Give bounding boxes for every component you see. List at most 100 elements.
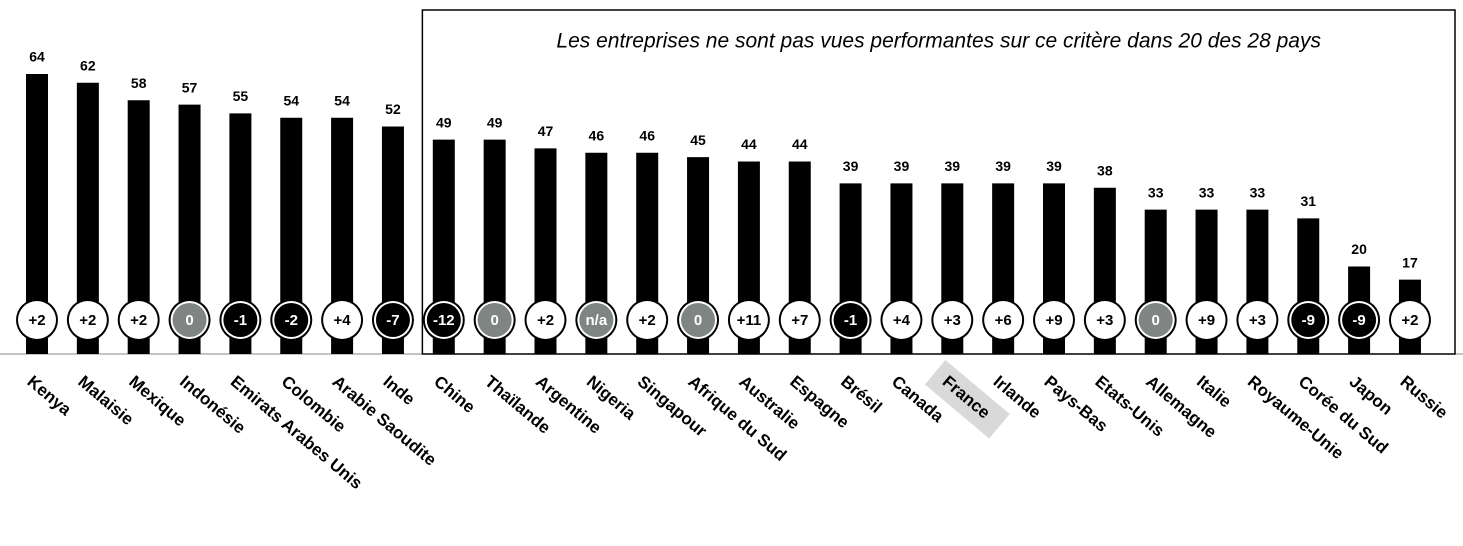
change-label: +4 bbox=[334, 312, 352, 329]
change-circle-fill bbox=[172, 303, 207, 337]
x-tick: Kenya bbox=[24, 372, 76, 420]
bar bbox=[331, 117, 354, 354]
change-circle-fill bbox=[1240, 303, 1275, 337]
change-label: +2 bbox=[639, 312, 656, 329]
change-circle-fill bbox=[884, 303, 919, 337]
change-label: +3 bbox=[944, 312, 961, 329]
value-label: 44 bbox=[741, 136, 757, 152]
change-label: +6 bbox=[995, 312, 1012, 329]
bar bbox=[76, 82, 99, 354]
change-label: -7 bbox=[386, 312, 399, 329]
change-label: +3 bbox=[1096, 312, 1113, 329]
value-label: 39 bbox=[995, 158, 1011, 174]
change-circle-fill bbox=[274, 303, 309, 337]
change-circle-fill bbox=[681, 303, 716, 337]
annotation-box bbox=[421, 9, 1456, 355]
value-label: 47 bbox=[538, 123, 554, 139]
value-label: 17 bbox=[1402, 254, 1418, 270]
x-tick-label: Chine bbox=[430, 372, 478, 417]
change-circle-fill bbox=[935, 303, 970, 337]
change-circle-fill bbox=[1291, 303, 1326, 337]
change-circle-fill bbox=[121, 303, 156, 337]
change-circle-fill bbox=[1342, 303, 1377, 337]
change-circle-fill bbox=[782, 303, 817, 337]
x-tick: Italie bbox=[1193, 372, 1235, 411]
change-label: +7 bbox=[791, 312, 808, 329]
value-label: 33 bbox=[1250, 184, 1266, 200]
highlight bbox=[924, 360, 1010, 439]
change-circle-fill bbox=[70, 303, 105, 337]
change-label: +3 bbox=[1249, 312, 1266, 329]
change-label: +2 bbox=[28, 312, 45, 329]
change-circle-fill bbox=[20, 303, 54, 337]
change-label: +2 bbox=[537, 312, 554, 329]
value-label: 46 bbox=[639, 127, 655, 143]
value-label: 49 bbox=[436, 114, 452, 130]
x-tick: Malaisie bbox=[74, 372, 137, 429]
change-circle-fill bbox=[579, 303, 614, 337]
change-label: +11 bbox=[737, 312, 762, 329]
value-label: 52 bbox=[385, 101, 401, 117]
change-label: -2 bbox=[285, 312, 298, 329]
value-label: 57 bbox=[182, 79, 198, 95]
change-circle-fill bbox=[477, 303, 512, 337]
change-label: +4 bbox=[893, 312, 911, 329]
change-circle-fill bbox=[1037, 303, 1071, 337]
bar bbox=[280, 117, 303, 354]
change-label: +2 bbox=[79, 312, 96, 329]
value-label: 64 bbox=[29, 49, 45, 65]
change-label: n/a bbox=[586, 312, 608, 329]
value-label: 20 bbox=[1351, 241, 1367, 257]
change-circle-fill bbox=[833, 303, 868, 337]
change-label: -1 bbox=[844, 312, 857, 329]
x-tick-label: Kenya bbox=[24, 372, 76, 420]
value-label: 46 bbox=[589, 127, 605, 143]
change-circle-fill bbox=[325, 303, 360, 337]
annotation: Les entreprises ne sont pas vues perform… bbox=[556, 30, 1321, 53]
change-label: -9 bbox=[1302, 312, 1315, 329]
x-tick-label: Malaisie bbox=[74, 372, 137, 429]
x-tick-label: Inde bbox=[379, 372, 418, 409]
bar bbox=[127, 100, 150, 354]
value-label: 39 bbox=[945, 158, 961, 174]
change-circle-fill bbox=[1392, 303, 1427, 337]
change-label: 0 bbox=[1152, 312, 1160, 329]
value-label: 39 bbox=[843, 158, 859, 174]
value-label: 45 bbox=[690, 132, 706, 148]
change-circle-fill bbox=[986, 303, 1021, 337]
change-label: +9 bbox=[1045, 312, 1062, 329]
change-label: +2 bbox=[1401, 312, 1418, 329]
bar bbox=[26, 74, 48, 354]
change-label: 0 bbox=[694, 312, 702, 329]
change-circle-fill bbox=[528, 303, 563, 337]
change-circle-fill bbox=[731, 303, 766, 337]
value-label: 44 bbox=[792, 136, 808, 152]
x-tick: Chine bbox=[430, 372, 478, 417]
change-label: -12 bbox=[433, 312, 455, 329]
value-label: 49 bbox=[487, 114, 503, 130]
value-label: 58 bbox=[131, 75, 147, 91]
change-label: -1 bbox=[234, 312, 247, 329]
bar bbox=[178, 104, 201, 354]
value-label: 39 bbox=[894, 158, 910, 174]
change-label: -9 bbox=[1352, 312, 1365, 329]
change-label: 0 bbox=[185, 312, 193, 329]
change-circle-fill bbox=[630, 303, 665, 337]
x-tick-label: Italie bbox=[1193, 372, 1235, 411]
change-circle-fill bbox=[1087, 303, 1122, 337]
value-label: 54 bbox=[334, 92, 350, 108]
x-tick: Inde bbox=[379, 372, 418, 409]
change-label: +2 bbox=[130, 312, 147, 329]
change-circle-fill bbox=[223, 303, 258, 337]
x-tick: France bbox=[924, 360, 1010, 439]
x-tick-label: Russie bbox=[1396, 372, 1451, 422]
value-label: 55 bbox=[233, 88, 249, 104]
change-circle-fill bbox=[426, 303, 461, 337]
change-circle-fill bbox=[1138, 303, 1173, 337]
bar bbox=[229, 113, 252, 354]
change-circle-fill bbox=[375, 303, 410, 337]
value-label: 38 bbox=[1097, 162, 1113, 178]
change-circle-fill bbox=[1189, 303, 1224, 337]
value-label: 33 bbox=[1148, 184, 1164, 200]
bar bbox=[381, 126, 404, 354]
